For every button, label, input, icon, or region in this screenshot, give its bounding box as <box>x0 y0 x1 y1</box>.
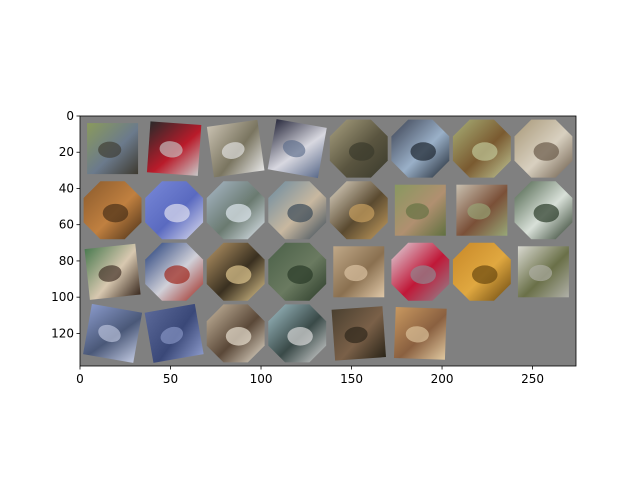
tile-16 <box>514 181 573 240</box>
axes: 0 50 100 150 200 250 0 20 40 60 80 100 120 <box>51 109 577 386</box>
tile-8 <box>514 119 573 178</box>
y-tick-label: 20 <box>59 145 74 159</box>
tile-17 <box>84 243 141 300</box>
x-tick-label: 150 <box>340 372 363 386</box>
tile-23 <box>452 242 511 301</box>
tile-12 <box>268 181 327 240</box>
tile-26 <box>144 303 204 363</box>
tile-25 <box>83 303 143 363</box>
tile-9 <box>83 181 142 240</box>
tile-10 <box>145 181 204 240</box>
tile-14 <box>394 184 446 236</box>
axes-frame <box>79 115 577 367</box>
tile-7 <box>452 119 511 178</box>
image-tiles <box>83 119 573 363</box>
tile-29 <box>331 306 386 361</box>
y-tick-label: 0 <box>66 109 74 123</box>
y-tick-label: 120 <box>51 326 74 340</box>
tile-28 <box>268 304 327 363</box>
tile-2 <box>146 121 202 176</box>
x-axis: 0 50 100 150 200 250 <box>76 366 544 386</box>
x-tick-label: 250 <box>521 372 544 386</box>
y-tick-label: 40 <box>59 181 74 195</box>
y-tick-label: 100 <box>51 290 74 304</box>
y-tick-label: 80 <box>59 254 74 268</box>
y-axis: 0 20 40 60 80 100 120 <box>51 109 80 340</box>
x-tick-label: 200 <box>431 372 454 386</box>
tile-4 <box>267 119 327 179</box>
tile-6 <box>391 119 450 178</box>
tile-24 <box>517 246 569 298</box>
tile-20 <box>268 242 327 301</box>
tile-18 <box>145 242 204 301</box>
tile-30 <box>393 307 447 360</box>
x-tick-label: 100 <box>250 372 273 386</box>
tile-11 <box>206 181 265 240</box>
tile-27 <box>206 304 265 363</box>
y-tick-label: 60 <box>59 218 74 232</box>
tile-22 <box>391 242 450 301</box>
tile-21 <box>333 246 385 298</box>
tile-19 <box>206 242 265 301</box>
tile-3 <box>206 119 265 178</box>
tile-5 <box>329 119 388 178</box>
tile-1 <box>87 123 139 175</box>
tile-15 <box>456 184 508 236</box>
x-tick-label: 0 <box>76 372 84 386</box>
tile-13 <box>329 181 388 240</box>
x-tick-label: 50 <box>163 372 178 386</box>
